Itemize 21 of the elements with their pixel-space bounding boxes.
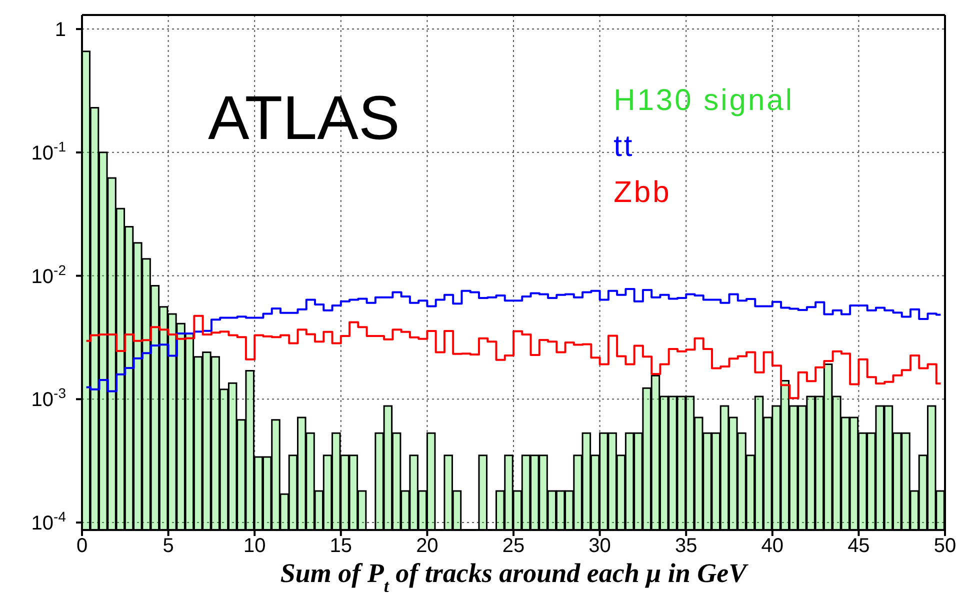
x-tick-label: 35 — [674, 535, 698, 557]
x-tick-label: 10 — [243, 535, 266, 557]
y-tick-label: 10$^{-3}$ — [31, 385, 66, 412]
x-tick-label: 30 — [588, 535, 611, 557]
x-tick-label: 15 — [330, 535, 352, 557]
y-tick-label: 10$^{-2}$ — [31, 262, 66, 288]
x-tick-label: 25 — [502, 535, 525, 557]
x-tick-label: 40 — [761, 535, 784, 557]
text: Zbb — [614, 175, 672, 211]
x-tick-label: 20 — [416, 535, 438, 557]
y-tick-label: 1 — [54, 19, 66, 42]
x-tick-label: 5 — [162, 535, 174, 557]
y-tick-label: 10$^{-4}$ — [31, 508, 66, 535]
annotation: ATLAS — [208, 84, 400, 153]
x-tick-label: 50 — [934, 535, 956, 557]
text: tt — [614, 129, 636, 165]
y-tick-label: 10$^{-1}$ — [31, 138, 66, 164]
x-tick-label: 45 — [848, 535, 870, 557]
text: H130 signal — [614, 83, 794, 119]
x-axis-title: Sum of P$_{t}$ of tracks around each μ in GeV — [280, 558, 749, 596]
x-tick-label: 0 — [76, 535, 88, 557]
